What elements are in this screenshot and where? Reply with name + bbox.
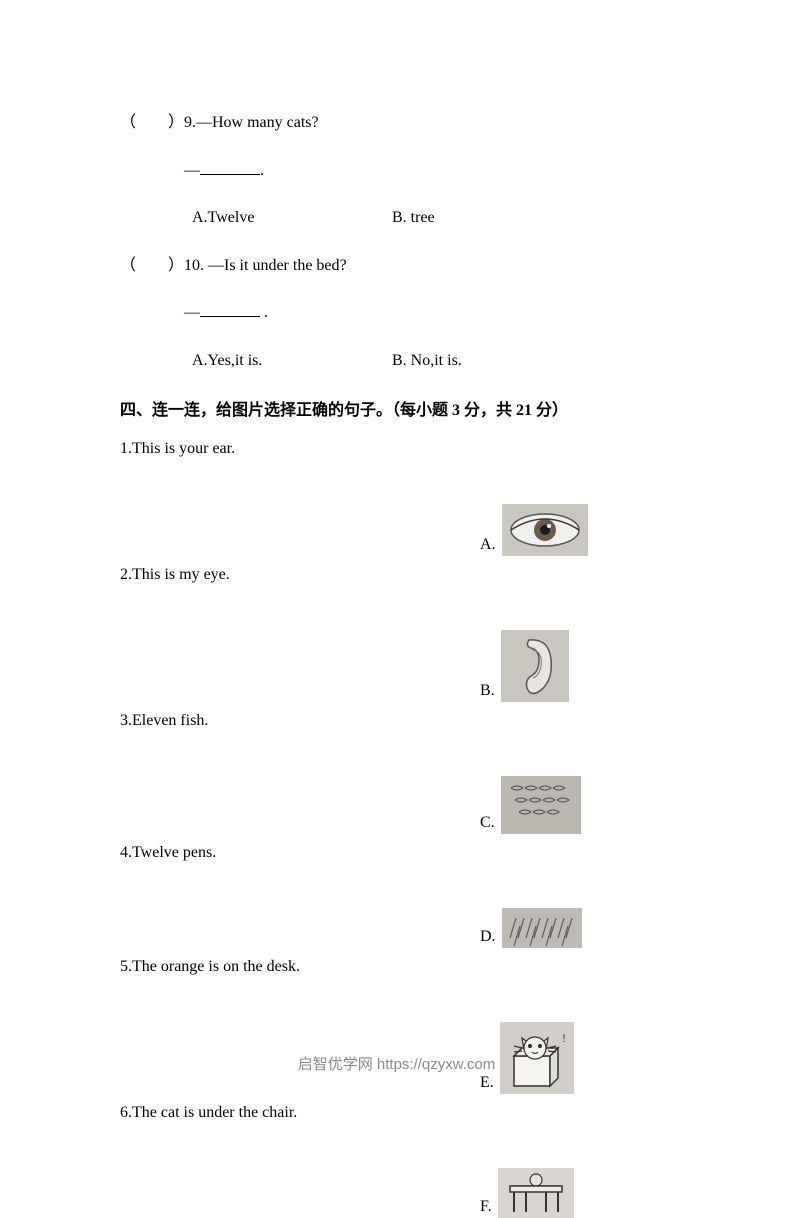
match-s1: 1.This is your ear. [120,440,673,458]
match-label-b: B. [480,682,495,702]
image-c-fish [501,776,581,834]
ear-icon [501,630,569,702]
pens-icon [502,908,582,948]
match-label-e: E. [480,1074,494,1094]
image-a-eye [502,504,588,556]
dash: — [184,162,200,179]
match-s5: 5.The orange is on the desk. [120,958,673,976]
dot: . [260,304,268,321]
match-block: 1.This is your ear. A. 2.This is my eye.… [120,440,673,1218]
footer-text: 启智优学网 https://qzyxw.com [0,1053,793,1074]
image-b-ear [501,630,569,702]
q10-answer-line: — . [120,300,673,326]
blank[interactable] [200,301,260,317]
eye-icon [502,504,588,556]
q10-option-b[interactable]: B. No,it is. [392,348,462,374]
match-label-f: F. [480,1198,492,1218]
dash: — [184,304,200,321]
dot: . [260,162,264,179]
match-label-a: A. [480,536,496,556]
image-d-pens [502,908,582,948]
q9-answer-line: —. [120,158,673,184]
match-s6: 6.The cat is under the chair. [120,1104,673,1122]
q9-prompt: （ ）9.—How many cats? [120,110,673,136]
desk-icon [498,1168,574,1218]
image-f-desk [498,1168,574,1218]
match-s4: 4.Twelve pens. [120,844,673,862]
svg-text:!: ! [562,1031,566,1045]
match-label-d: D. [480,928,496,948]
blank[interactable] [200,159,260,175]
q10-prompt: （ ）10. —Is it under the bed? [120,253,673,279]
match-label-c: C. [480,814,495,834]
q9-option-b[interactable]: B. tree [392,205,435,231]
section4-title: 四、连一连，给图片选择正确的句子。（每小题 3 分，共 21 分） [120,396,673,420]
q9-options: A.Twelve B. tree [120,205,673,231]
q10-option-a[interactable]: A.Yes,it is. [192,348,392,374]
fish-icon [501,776,581,834]
q9-option-a[interactable]: A.Twelve [192,205,392,231]
match-s2: 2.This is my eye. [120,566,673,584]
match-s3: 3.Eleven fish. [120,712,673,730]
q10-options: A.Yes,it is. B. No,it is. [120,348,673,374]
